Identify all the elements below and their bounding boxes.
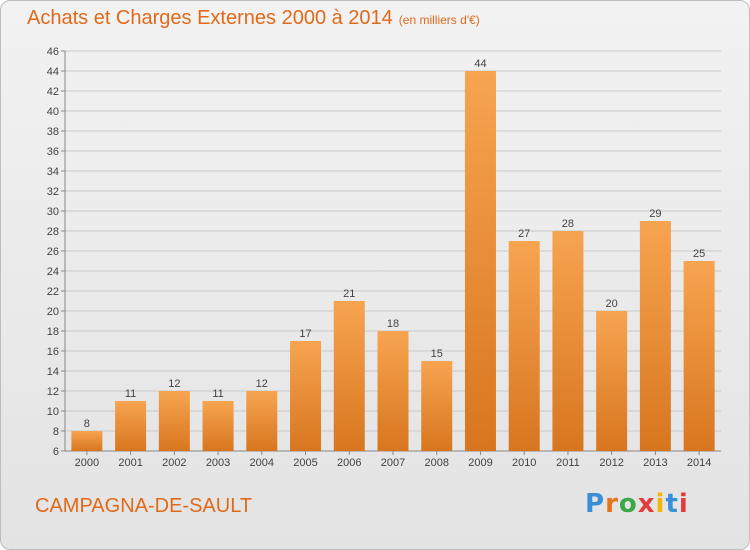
logo-letter: r (605, 489, 619, 519)
bar-value-label: 20 (606, 298, 618, 310)
logo-letter: x (637, 489, 656, 519)
y-tick-label: 30 (47, 206, 59, 218)
y-tick-label: 20 (47, 306, 59, 318)
bar-value-label: 17 (299, 328, 311, 340)
y-tick-label: 46 (47, 46, 59, 58)
y-tick-label: 34 (47, 166, 59, 178)
bar-value-label: 18 (387, 318, 399, 330)
bar (71, 431, 103, 451)
logo-letter: i (655, 489, 666, 519)
logo-letter: i (678, 489, 689, 519)
x-tick-label: 2004 (250, 457, 274, 469)
y-tick-label: 10 (47, 406, 59, 418)
bar-value-label: 15 (431, 348, 443, 360)
bar-value-label: 25 (693, 248, 705, 260)
bar (377, 331, 409, 451)
x-tick-label: 2003 (206, 457, 230, 469)
bar (421, 361, 453, 451)
y-tick-label: 14 (47, 366, 59, 378)
y-tick-label: 12 (47, 386, 59, 398)
bar-value-label: 28 (562, 218, 574, 230)
y-tick-label: 18 (47, 326, 59, 338)
x-tick-label: 2013 (643, 457, 667, 469)
x-tick-label: 2007 (381, 457, 405, 469)
x-tick-label: 2005 (293, 457, 317, 469)
bar-value-label: 11 (212, 388, 223, 400)
y-tick-label: 38 (47, 126, 59, 138)
bar-value-label: 11 (125, 388, 136, 400)
bar-value-label: 27 (518, 228, 530, 240)
y-tick-label: 16 (47, 346, 59, 358)
y-tick-label: 32 (47, 186, 59, 198)
bar-value-label: 8 (84, 418, 90, 430)
y-tick-label: 26 (47, 246, 59, 258)
x-tick-label: 2014 (687, 457, 711, 469)
bar-value-label: 21 (343, 288, 355, 300)
logo-letter: t (665, 489, 679, 519)
y-tick-label: 6 (53, 446, 59, 458)
bar-value-label: 44 (474, 58, 486, 70)
y-tick-label: 24 (47, 266, 59, 278)
x-tick-label: 2006 (337, 457, 361, 469)
x-axis: 2000 2001 2002 2003 2004 2005 2006 2007 2008 2009… (75, 451, 711, 469)
y-tick-label: 42 (47, 86, 59, 98)
y-tick-label: 44 (47, 66, 59, 78)
bar (596, 311, 628, 451)
bar (158, 391, 190, 451)
bar (290, 341, 322, 451)
chart-subtitle: (en milliers d'€) (398, 13, 480, 27)
y-tick-label: 8 (53, 426, 59, 438)
bar (508, 241, 540, 451)
bar (552, 231, 584, 451)
logo-letter: P (585, 489, 606, 519)
x-tick-label: 2008 (424, 457, 448, 469)
proxiti-logo: Proxiti (585, 489, 689, 519)
x-tick-label: 2001 (118, 457, 142, 469)
x-tick-label: 2002 (162, 457, 186, 469)
bar (115, 401, 147, 451)
chart-title: Achats et Charges Externes 2000 à 2014 (e… (27, 7, 480, 30)
bar (333, 301, 365, 451)
bar (202, 401, 234, 451)
logo-letter: o (618, 489, 638, 519)
y-tick-label: 22 (47, 286, 59, 298)
bar (639, 221, 671, 451)
chart-title-text: Achats et Charges Externes 2000 à 2014 (27, 7, 393, 29)
bar (464, 71, 496, 451)
bar (246, 391, 278, 451)
x-tick-label: 2010 (512, 457, 536, 469)
x-tick-label: 2000 (75, 457, 99, 469)
y-tick-label: 40 (47, 106, 59, 118)
place-name: CAMPAGNA-DE-SAULT (35, 495, 253, 517)
bar-value-label: 12 (168, 378, 180, 390)
bar-value-label: 29 (649, 208, 661, 220)
bar (683, 261, 715, 451)
bar-value-label: 12 (256, 378, 268, 390)
x-tick-label: 2012 (599, 457, 623, 469)
y-tick-label: 36 (47, 146, 59, 158)
x-tick-label: 2009 (468, 457, 492, 469)
bar-series: 8 11 12 11 12 17 21 18 15 44 27 28 20 29 25 (71, 58, 715, 451)
x-tick-label: 2011 (556, 457, 580, 469)
y-tick-label: 28 (47, 226, 59, 238)
